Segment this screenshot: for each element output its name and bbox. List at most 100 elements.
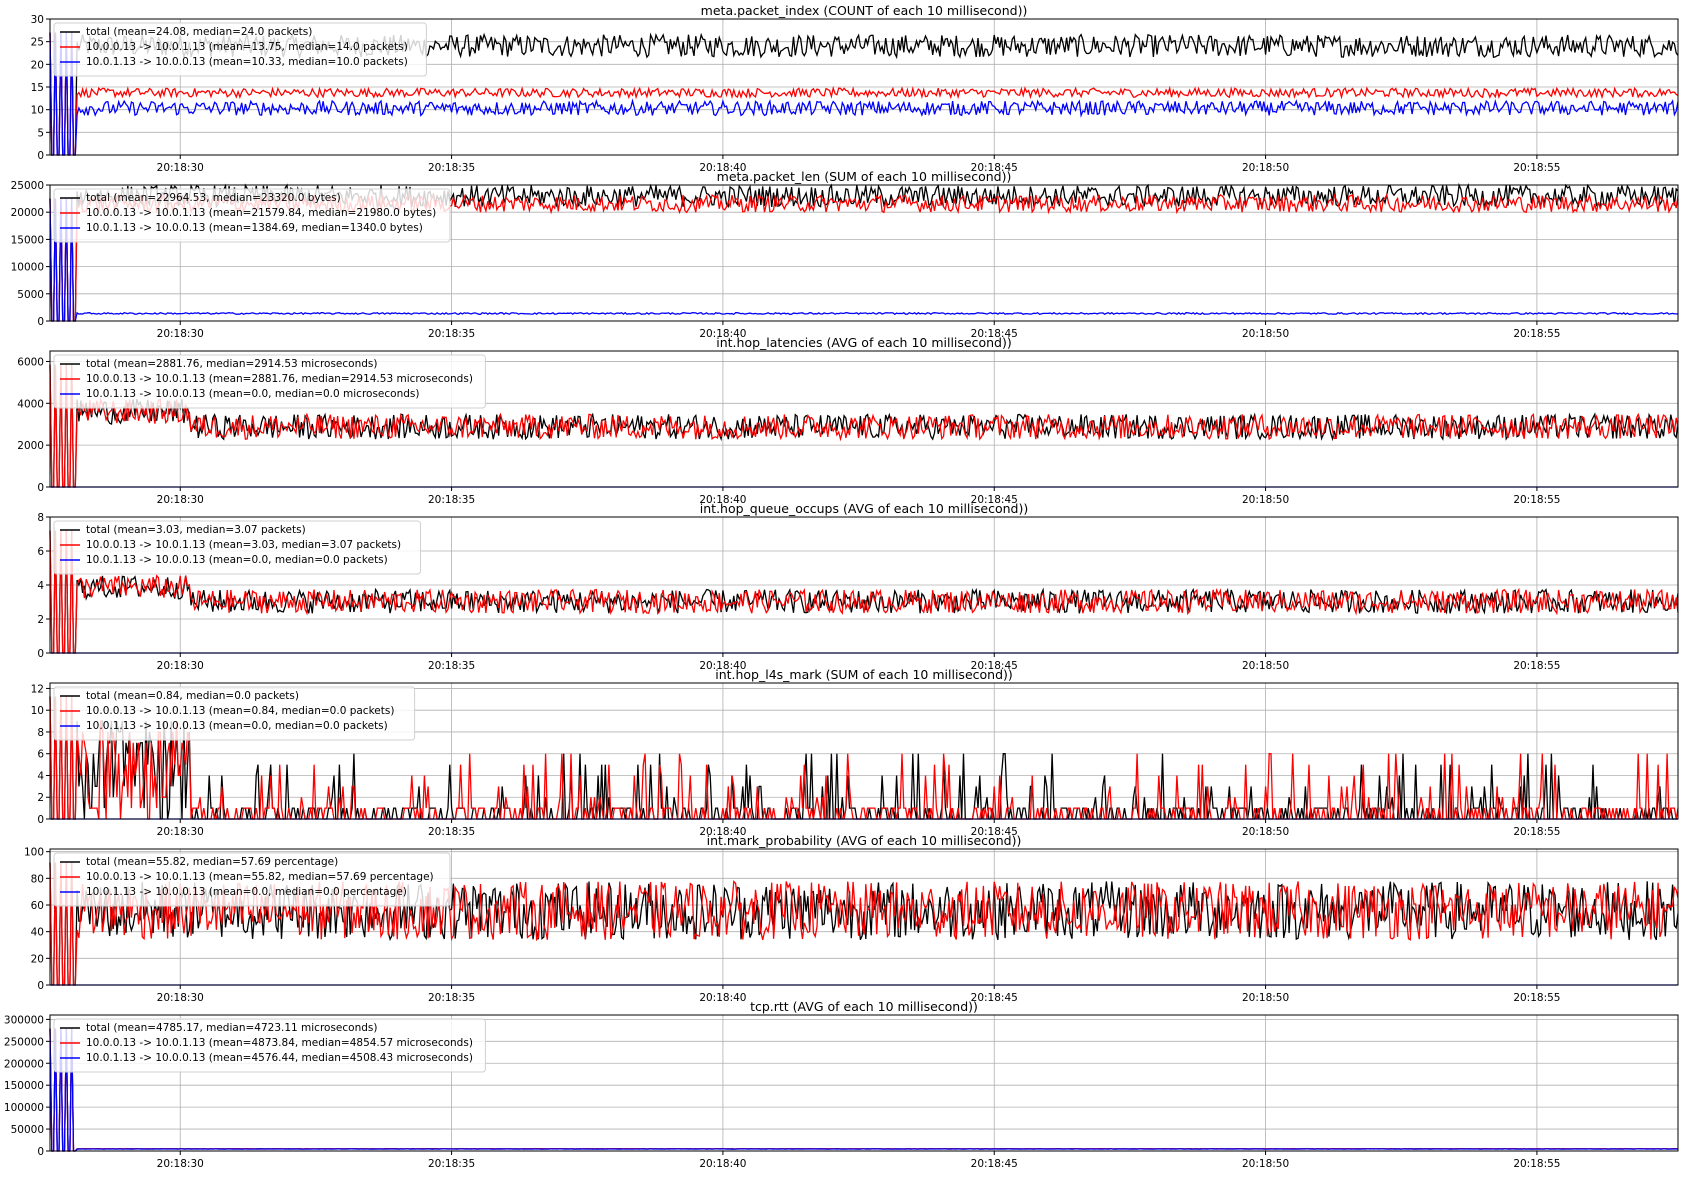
legend-entry: 10.0.1.13 -> 10.0.0.13 (mean=0.0, median… (86, 554, 388, 566)
x-tick-label: 20:18:50 (1242, 494, 1289, 506)
y-tick-label: 2 (37, 792, 44, 804)
x-tick-label: 20:18:45 (971, 494, 1018, 506)
x-tick-label: 20:18:45 (971, 992, 1018, 1004)
y-tick-label: 8 (37, 512, 44, 524)
y-tick-label: 4 (37, 770, 44, 782)
y-tick-label: 2 (37, 614, 44, 626)
x-tick-label: 20:18:35 (428, 826, 475, 838)
y-tick-label: 6000 (17, 356, 44, 368)
x-tick-label: 20:18:30 (157, 826, 204, 838)
y-tick-label: 15 (31, 82, 44, 94)
y-tick-label: 25000 (11, 180, 44, 192)
y-tick-label: 15000 (11, 234, 44, 246)
x-tick-label: 20:18:55 (1513, 162, 1560, 174)
y-tick-label: 5000 (17, 289, 44, 301)
y-tick-label: 50000 (11, 1124, 44, 1136)
y-tick-label: 6 (37, 749, 44, 761)
plot-frame (49, 682, 1679, 820)
x-tick-label: 20:18:30 (157, 660, 204, 672)
y-tick-label: 100000 (4, 1102, 44, 1114)
plot-frame (49, 1014, 1679, 1152)
legend-entry: total (mean=0.84, median=0.0 packets) (86, 690, 299, 702)
y-tick-label: 0 (37, 648, 44, 660)
series-line-2 (49, 364, 1679, 488)
y-tick-label: 20000 (11, 207, 44, 219)
x-tick-label: 20:18:55 (1513, 494, 1560, 506)
x-tick-label: 20:18:30 (157, 162, 204, 174)
series-line-2 (49, 530, 1679, 654)
y-tick-label: 200000 (4, 1058, 44, 1070)
x-tick-label: 20:18:40 (699, 992, 746, 1004)
plot-frame (49, 184, 1679, 322)
y-tick-label: 40 (31, 927, 44, 939)
legend-box (53, 188, 451, 243)
y-tick-label: 0 (37, 1146, 44, 1158)
x-tick-label: 20:18:50 (1242, 992, 1289, 1004)
x-tick-label: 20:18:30 (157, 1158, 204, 1170)
y-tick-label: 0 (37, 814, 44, 826)
series-line-1 (49, 862, 1679, 986)
legend-box (53, 520, 421, 575)
y-tick-label: 150000 (4, 1080, 44, 1092)
legend-entry: total (mean=2881.76, median=2914.53 micr… (86, 358, 377, 370)
x-tick-label: 20:18:55 (1513, 660, 1560, 672)
x-tick-label: 20:18:50 (1242, 660, 1289, 672)
legend-entry: 10.0.0.13 -> 10.0.1.13 (mean=3.03, media… (86, 539, 401, 551)
legend-entry: 10.0.1.13 -> 10.0.0.13 (mean=4576.44, me… (86, 1052, 473, 1064)
x-tick-label: 20:18:30 (157, 328, 204, 340)
legend-entry: 10.0.0.13 -> 10.0.1.13 (mean=2881.76, me… (86, 373, 473, 385)
y-tick-label: 10 (31, 105, 44, 117)
panel-title: int.hop_l4s_mark (SUM of each 10 millise… (715, 667, 1013, 682)
series-line-2 (49, 32, 1679, 156)
panel-title: int.hop_latencies (AVG of each 10 millis… (716, 335, 1011, 350)
series-line-1 (49, 530, 1679, 654)
y-tick-label: 60 (31, 900, 44, 912)
series-line-3 (49, 198, 1679, 322)
y-tick-label: 10 (31, 705, 44, 717)
x-tick-label: 20:18:40 (699, 328, 746, 340)
panel-2: 0 5000 10000 15000 20000 25000 20:18:30 20:18:3… (11, 169, 1679, 340)
panel-5: 0 2 4 6 8 10 12 20:18:30 20:18:35 20:18:40 20:18:4… (31, 667, 1679, 838)
y-tick-label: 25 (31, 37, 44, 49)
y-tick-label: 300000 (4, 1014, 44, 1026)
y-tick-label: 2000 (17, 440, 44, 452)
x-tick-label: 20:18:50 (1242, 162, 1289, 174)
legend-entry: total (mean=3.03, median=3.07 packets) (86, 524, 306, 536)
x-tick-label: 20:18:55 (1513, 992, 1560, 1004)
x-tick-label: 20:18:35 (428, 660, 475, 672)
y-tick-label: 4000 (17, 398, 44, 410)
legend-entry: total (mean=4785.17, median=4723.11 micr… (86, 1022, 377, 1034)
legend-entry: 10.0.1.13 -> 10.0.0.13 (mean=1384.69, me… (86, 222, 423, 234)
x-tick-label: 20:18:30 (157, 494, 204, 506)
x-tick-label: 20:18:55 (1513, 1158, 1560, 1170)
legend-box (53, 354, 486, 409)
panel-3: 0 2000 4000 6000 20:18:30 20:18:35 20:18:40 20:… (17, 335, 1679, 506)
panel-title: int.mark_probability (AVG of each 10 mil… (707, 833, 1022, 848)
y-tick-label: 12 (31, 683, 44, 695)
legend-entry: 10.0.1.13 -> 10.0.0.13 (mean=0.0, median… (86, 388, 419, 400)
y-tick-label: 6 (37, 546, 44, 558)
x-tick-label: 20:18:35 (428, 328, 475, 340)
x-tick-label: 20:18:45 (971, 328, 1018, 340)
legend-entry: 10.0.1.13 -> 10.0.0.13 (mean=0.0, median… (86, 886, 407, 898)
plot-frame (49, 848, 1679, 986)
x-tick-label: 20:18:40 (699, 162, 746, 174)
y-tick-label: 80 (31, 873, 44, 885)
legend-entry: total (mean=24.08, median=24.0 packets) (86, 26, 312, 38)
legend-entry: 10.0.0.13 -> 10.0.1.13 (mean=21579.84, m… (86, 207, 436, 219)
panel-title: meta.packet_index (COUNT of each 10 mill… (701, 3, 1028, 18)
x-tick-label: 20:18:55 (1513, 328, 1560, 340)
panel-title: tcp.rtt (AVG of each 10 millisecond)) (750, 999, 978, 1014)
legend-entry: 10.0.0.13 -> 10.0.1.13 (mean=4873.84, me… (86, 1037, 473, 1049)
legend-box (53, 852, 451, 907)
x-tick-label: 20:18:50 (1242, 1158, 1289, 1170)
y-tick-label: 0 (37, 316, 44, 328)
panel-6: 0 20 40 60 80 100 20:18:30 20:18:35 20:18:40 20:1… (24, 833, 1679, 1004)
x-tick-label: 20:18:50 (1242, 826, 1289, 838)
x-tick-label: 20:18:40 (699, 494, 746, 506)
y-tick-label: 4 (37, 580, 44, 592)
y-tick-label: 20 (31, 953, 44, 965)
y-tick-label: 20 (31, 59, 44, 71)
x-tick-label: 20:18:35 (428, 1158, 475, 1170)
